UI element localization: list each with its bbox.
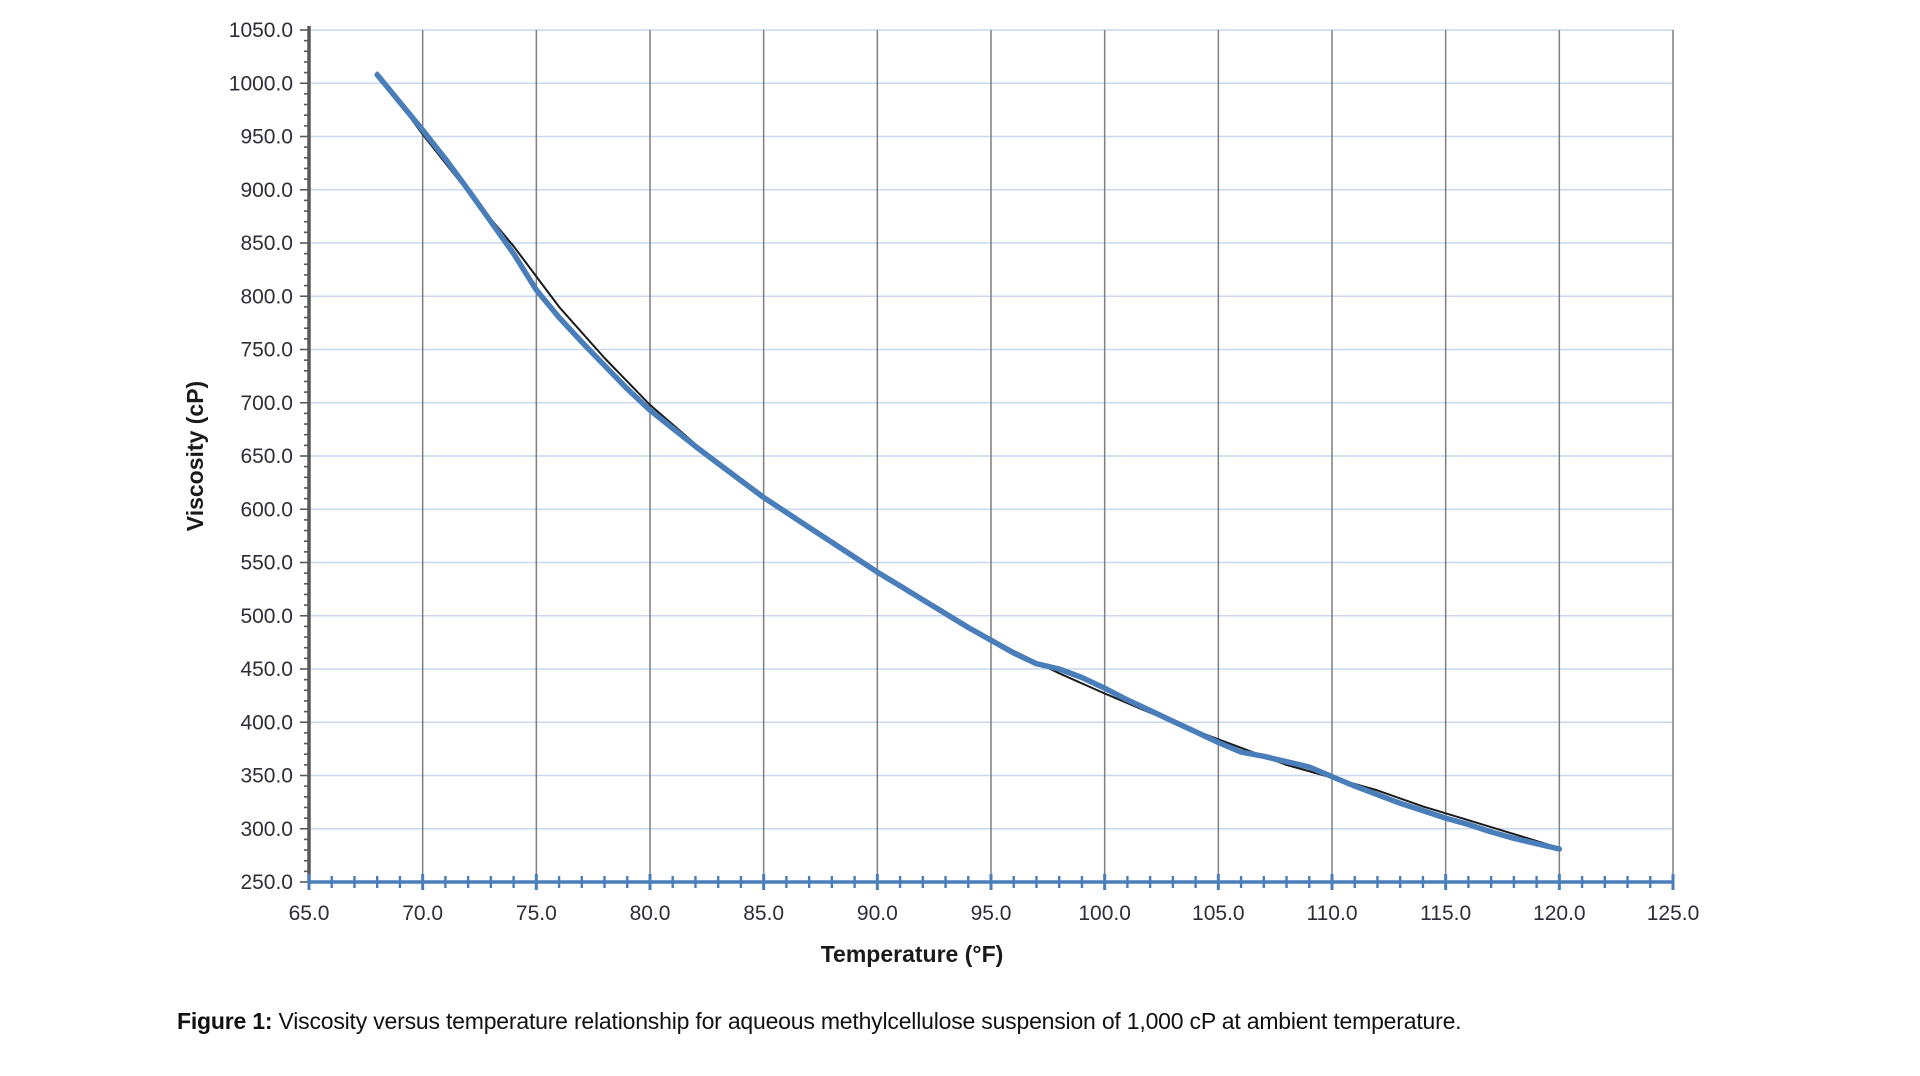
- y-axis-title: Viscosity (cP): [182, 381, 208, 531]
- svg-text:650.0: 650.0: [240, 445, 293, 468]
- vertical-gridlines: [421, 30, 1674, 882]
- svg-text:1000.0: 1000.0: [229, 72, 293, 95]
- figure-caption-text: Viscosity versus temperature relationshi…: [272, 1008, 1462, 1034]
- svg-text:950.0: 950.0: [240, 126, 293, 149]
- figure-caption-label: Figure 1:: [177, 1008, 273, 1034]
- svg-text:450.0: 450.0: [240, 658, 293, 681]
- svg-text:90.0: 90.0: [857, 902, 898, 925]
- svg-text:80.0: 80.0: [630, 902, 671, 925]
- y-axis: [300, 26, 311, 883]
- y-tick-labels: 250.0 300.0 350.0 400.0 450.0 500.0 550.0 600.0…: [229, 19, 293, 894]
- svg-text:115.0: 115.0: [1420, 902, 1471, 925]
- x-axis: [307, 874, 1675, 890]
- svg-text:300.0: 300.0: [240, 818, 293, 841]
- svg-text:500.0: 500.0: [240, 605, 293, 628]
- svg-text:400.0: 400.0: [240, 711, 293, 734]
- series-trend-fit: [376, 71, 1561, 849]
- svg-text:95.0: 95.0: [971, 902, 1012, 925]
- svg-text:850.0: 850.0: [240, 232, 293, 255]
- svg-text:100.0: 100.0: [1078, 902, 1131, 925]
- svg-text:800.0: 800.0: [240, 285, 293, 308]
- svg-text:700.0: 700.0: [240, 392, 293, 415]
- svg-text:120.0: 120.0: [1533, 902, 1586, 925]
- svg-text:550.0: 550.0: [240, 552, 293, 575]
- svg-text:1050.0: 1050.0: [229, 19, 293, 42]
- figure-caption: Figure 1: Viscosity versus temperature r…: [177, 1008, 1737, 1035]
- series-measured-viscosity: [374, 71, 1563, 852]
- x-axis-title: Temperature (°F): [821, 941, 1004, 967]
- svg-text:750.0: 750.0: [240, 339, 293, 362]
- svg-text:75.0: 75.0: [516, 902, 557, 925]
- svg-text:85.0: 85.0: [743, 902, 784, 925]
- svg-text:110.0: 110.0: [1307, 902, 1358, 925]
- svg-text:105.0: 105.0: [1192, 902, 1245, 925]
- svg-text:900.0: 900.0: [240, 179, 293, 202]
- viscosity-temperature-chart: 250.0 300.0 350.0 400.0 450.0 500.0 550.0 600.0…: [182, 19, 1700, 967]
- svg-text:250.0: 250.0: [240, 871, 293, 894]
- x-tick-labels: 65.0 70.0 75.0 80.0 85.0 90.0 95.0 100.0 105.0 11…: [289, 902, 1700, 925]
- svg-text:350.0: 350.0: [240, 765, 293, 788]
- svg-text:70.0: 70.0: [402, 902, 443, 925]
- svg-text:125.0: 125.0: [1647, 902, 1700, 925]
- svg-text:65.0: 65.0: [289, 902, 330, 925]
- svg-text:600.0: 600.0: [240, 498, 293, 521]
